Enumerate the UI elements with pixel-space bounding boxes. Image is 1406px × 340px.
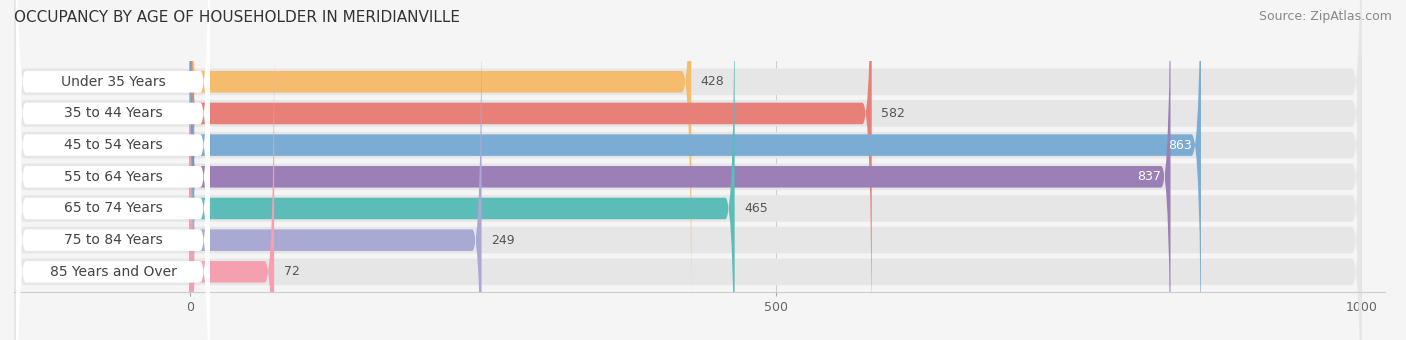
FancyBboxPatch shape — [14, 0, 1361, 340]
Text: 72: 72 — [284, 265, 299, 278]
Text: 85 Years and Over: 85 Years and Over — [49, 265, 177, 279]
FancyBboxPatch shape — [17, 29, 209, 340]
Text: 35 to 44 Years: 35 to 44 Years — [63, 106, 162, 120]
FancyBboxPatch shape — [190, 29, 274, 340]
FancyBboxPatch shape — [14, 0, 1361, 340]
FancyBboxPatch shape — [14, 0, 1361, 340]
FancyBboxPatch shape — [190, 0, 482, 340]
Text: 837: 837 — [1137, 170, 1161, 183]
FancyBboxPatch shape — [190, 0, 734, 340]
Text: 863: 863 — [1168, 139, 1192, 152]
FancyBboxPatch shape — [190, 0, 1201, 340]
FancyBboxPatch shape — [190, 0, 692, 324]
FancyBboxPatch shape — [17, 0, 209, 340]
Text: 55 to 64 Years: 55 to 64 Years — [63, 170, 163, 184]
Text: 65 to 74 Years: 65 to 74 Years — [63, 202, 163, 216]
FancyBboxPatch shape — [14, 0, 1361, 322]
Text: 582: 582 — [882, 107, 905, 120]
Text: 249: 249 — [491, 234, 515, 246]
Text: 465: 465 — [744, 202, 768, 215]
Text: 45 to 54 Years: 45 to 54 Years — [63, 138, 162, 152]
FancyBboxPatch shape — [14, 32, 1361, 340]
FancyBboxPatch shape — [14, 0, 1361, 340]
FancyBboxPatch shape — [17, 0, 209, 340]
Text: OCCUPANCY BY AGE OF HOUSEHOLDER IN MERIDIANVILLE: OCCUPANCY BY AGE OF HOUSEHOLDER IN MERID… — [14, 10, 460, 25]
FancyBboxPatch shape — [17, 0, 209, 340]
Text: 75 to 84 Years: 75 to 84 Years — [63, 233, 163, 247]
FancyBboxPatch shape — [17, 0, 209, 340]
FancyBboxPatch shape — [17, 0, 209, 340]
Text: 428: 428 — [700, 75, 724, 88]
FancyBboxPatch shape — [17, 0, 209, 324]
Text: Source: ZipAtlas.com: Source: ZipAtlas.com — [1258, 10, 1392, 23]
Text: Under 35 Years: Under 35 Years — [60, 75, 166, 89]
FancyBboxPatch shape — [14, 0, 1361, 340]
FancyBboxPatch shape — [190, 0, 872, 340]
FancyBboxPatch shape — [190, 0, 1171, 340]
